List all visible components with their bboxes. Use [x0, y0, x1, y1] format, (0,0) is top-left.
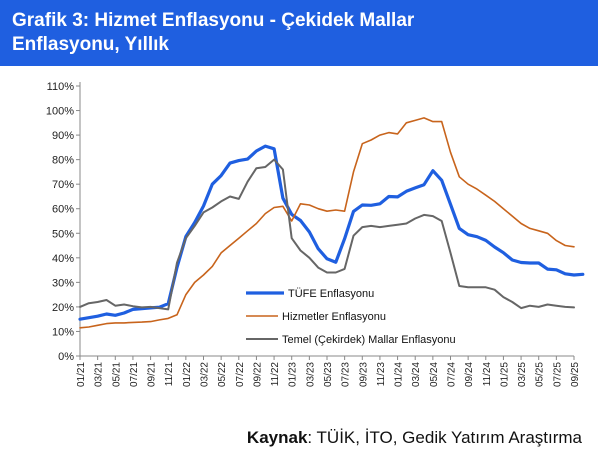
y-tick-label: 0%: [58, 351, 74, 363]
chart-title-bar: Grafik 3: Hizmet Enflasyonu - Çekidek Ma…: [0, 0, 598, 66]
x-tick-label: 03/22: [200, 362, 211, 387]
legend-label-1: TÜFE Enflasyonu: [288, 288, 374, 300]
x-tick-label: 05/22: [217, 362, 228, 387]
x-tick-label: 07/25: [552, 362, 563, 387]
x-tick-label: 01/25: [499, 362, 510, 387]
x-tick-label: 11/21: [164, 362, 175, 387]
x-tick-label: 01/22: [182, 362, 193, 387]
source-note: Kaynak: TÜİK, İTO, Gedik Yatırım Araştır…: [247, 428, 582, 448]
x-tick-label: 03/23: [305, 362, 316, 387]
x-tick-label: 09/25: [570, 362, 581, 387]
x-tick-label: 09/23: [358, 362, 369, 387]
y-tick-label: 110%: [47, 81, 75, 93]
x-tick-label: 05/24: [429, 362, 440, 387]
y-tick-label: 60%: [52, 204, 74, 216]
x-tick-label: 05/23: [323, 362, 334, 387]
legend-label-3: Temel (Çekirdek) Mallar Enflasyonu: [282, 334, 456, 346]
chart-title-line-1: Grafik 3: Hizmet Enflasyonu - Çekidek Ma…: [12, 10, 415, 31]
x-tick-label: 11/22: [270, 362, 281, 387]
legend-label-2: Hizmetler Enflasyonu: [282, 311, 386, 323]
x-tick-label: 09/22: [252, 362, 263, 387]
x-tick-label: 07/23: [341, 362, 352, 387]
y-tick-label: 50%: [52, 228, 74, 240]
x-tick-label: 07/21: [129, 362, 140, 387]
x-tick-label: 07/22: [235, 362, 246, 387]
series-line-2: [79, 117, 575, 329]
x-tick-label: 01/23: [288, 362, 299, 387]
x-tick-label: 09/21: [147, 362, 158, 387]
x-tick-label: 11/23: [376, 362, 387, 387]
x-tick-label: 01/21: [76, 362, 87, 387]
y-tick-label: 30%: [52, 277, 74, 289]
y-tick-label: 100%: [46, 106, 74, 118]
x-tick-label: 03/21: [94, 362, 105, 387]
x-tick-label: 01/24: [394, 362, 405, 387]
chart-title-line-2: Enflasyonu, Yıllık: [12, 34, 169, 55]
line-chart: 0% 10% 20% 30% 40% 50% 60% 70% 80% 90% 100% 110% 01/…: [46, 81, 585, 387]
x-tick-label: 05/21: [111, 362, 122, 387]
y-tick-label: 20%: [52, 302, 74, 314]
y-tick-label: 70%: [52, 179, 74, 191]
x-tick-label: 07/24: [447, 362, 458, 387]
x-tick-label: 11/24: [482, 362, 493, 387]
x-tick-label: 03/24: [411, 362, 422, 387]
source-text: : TÜİK, İTO, Gedik Yatırım Araştırma: [307, 428, 582, 447]
y-tick-label: 40%: [52, 253, 74, 265]
series-line-3: [79, 158, 575, 311]
series-line-1: [78, 144, 585, 321]
x-tick-label: 03/25: [517, 362, 528, 387]
x-tick-label: 09/24: [464, 362, 475, 387]
x-tick-label: 05/25: [535, 362, 546, 387]
y-tick-label: 10%: [52, 326, 74, 338]
source-label: Kaynak: [246, 428, 308, 447]
y-tick-label: 80%: [52, 155, 74, 167]
y-tick-label: 90%: [52, 130, 74, 142]
